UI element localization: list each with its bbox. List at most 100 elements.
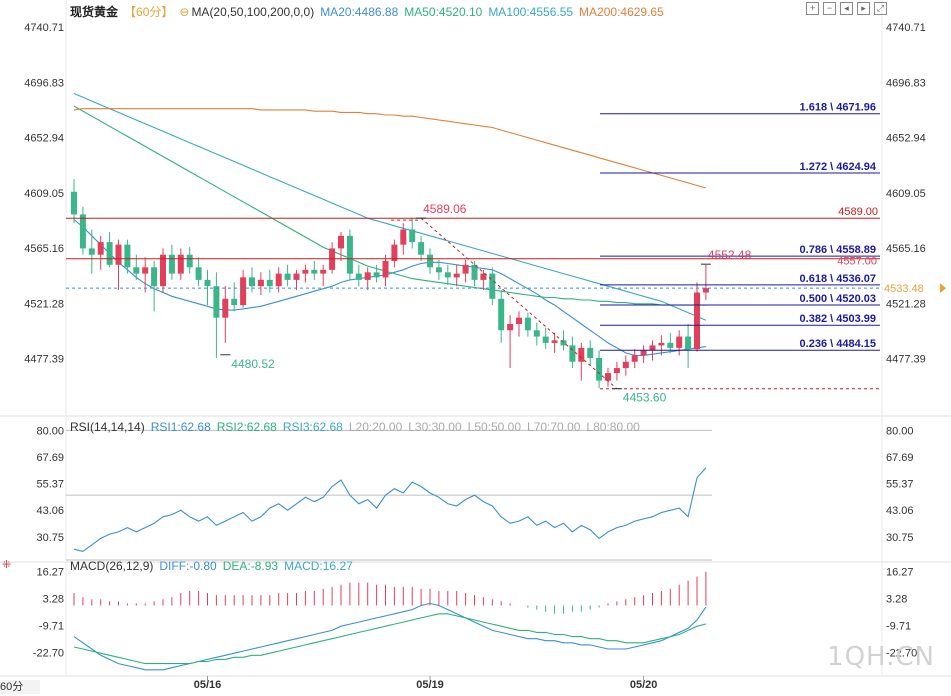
candle-body [240, 277, 247, 306]
ma50-value: MA50:4520.10 [404, 5, 483, 19]
candle-body [124, 244, 131, 268]
annotation-2: 4453.60 [623, 391, 667, 405]
macd-tick-right-2: -9.71 [886, 621, 911, 633]
rsi-tick-right-1: 67.69 [886, 452, 914, 464]
scroll-right-icon[interactable]: ▸ [857, 2, 870, 15]
candle-body [177, 254, 184, 274]
candle-body [569, 345, 576, 362]
ma-line-ma50 [73, 105, 706, 306]
period-tag[interactable]: 【60分】 [124, 5, 174, 19]
price-tick-right-1: 4696.83 [886, 77, 926, 89]
indicator-settings-icon[interactable]: ⁜ [2, 559, 12, 571]
candle-body [560, 340, 567, 346]
candle-body [667, 342, 674, 348]
candle-body [320, 269, 327, 274]
fib-label-0.618: 0.618 \ 4536.07 [800, 273, 876, 285]
macd-line-diff [73, 602, 707, 671]
candle-body [516, 317, 522, 324]
candle-body [266, 279, 273, 287]
candle-body [249, 277, 255, 287]
candle-body [596, 357, 603, 381]
candle-body [195, 267, 202, 280]
fib-label-0.500: 0.500 \ 4520.03 [800, 293, 876, 305]
symbol-name[interactable]: 现货黄金 [70, 5, 119, 19]
watermark: 1QH.CN [827, 642, 935, 672]
candle-body [587, 347, 594, 358]
candle-body [346, 235, 353, 274]
rsi-tick-left-1: 67.69 [36, 452, 64, 464]
rsi-tick-right-0: 80.00 [886, 425, 914, 437]
macd-header: MACD(26,12,9) DIFF:-0.80 DEA:-8.93 MACD:16.… [70, 558, 359, 574]
candle-body [658, 342, 665, 346]
candle-body [507, 323, 514, 331]
candle-body [97, 242, 104, 255]
candle-body [631, 355, 638, 362]
price-tick-left-2: 4652.94 [24, 133, 64, 145]
price-tick-right-3: 4609.05 [886, 188, 926, 200]
ma200-value: MA200:4629.65 [579, 5, 664, 19]
candle-body [257, 279, 264, 287]
candle-body [115, 244, 122, 265]
candle-body [622, 361, 629, 369]
zoom-out-icon[interactable]: − [823, 2, 836, 15]
price-tick-right-0: 4740.71 [886, 22, 926, 34]
fib-label-0.382: 0.382 \ 4503.99 [800, 313, 876, 325]
candle-body [151, 267, 158, 287]
rsi-tick-right-2: 55.37 [886, 479, 914, 491]
candle-body [373, 272, 380, 278]
candle-body [578, 347, 585, 362]
candle-body [275, 273, 282, 287]
price-tick-right-5: 4521.28 [886, 298, 926, 310]
price-tick-right-6: 4477.39 [886, 354, 926, 366]
price-tick-left-6: 4477.39 [24, 354, 64, 366]
rsi3-value: RSI3:62.68 [282, 420, 343, 434]
rsi1-value: RSI1:62.68 [150, 420, 211, 434]
diff-value: DIFF:-0.80 [159, 559, 217, 573]
candle-body [542, 336, 549, 343]
price-tick-right-4: 4565.16 [886, 243, 926, 255]
fullscreen-icon[interactable]: ⤢ [874, 2, 887, 15]
macd-tick-left-2: -9.71 [39, 621, 64, 633]
candle-body [649, 345, 656, 351]
rsi-label[interactable]: RSI(14,14,14) [70, 420, 145, 434]
annotation-1: 4480.52 [231, 357, 275, 371]
ma-toggle-icon[interactable]: ⊖ [179, 5, 190, 19]
candle-body [338, 235, 344, 249]
chart-toolbar: + − ◂ ▸ ⤢ [806, 2, 887, 15]
candle-body [71, 191, 77, 215]
price-tick-right-2: 4652.94 [886, 133, 926, 145]
swing-trend-line [420, 217, 618, 390]
candle-body [551, 340, 558, 343]
price-tick-left-3: 4609.05 [24, 188, 64, 200]
scroll-left-icon[interactable]: ◂ [840, 2, 853, 15]
l80-value: L80:80.00 [586, 420, 640, 434]
candle-body [88, 248, 95, 255]
candle-body [613, 368, 620, 374]
macd-tick-right-3: -22.70 [886, 648, 917, 660]
candle-body [293, 273, 300, 280]
candle-body [694, 292, 700, 350]
candle-body [364, 272, 371, 280]
macd-tick-left-1: 3.28 [43, 594, 64, 606]
dea-value: DEA:-8.93 [222, 559, 279, 573]
ma100-value: MA100:4556.55 [488, 5, 574, 19]
candle-body [435, 267, 442, 273]
l50-value: L50:50.00 [467, 420, 522, 434]
ma20-value: MA20:4486.88 [320, 5, 399, 19]
candle-body [409, 229, 416, 243]
period-selector[interactable]: 60分 [0, 680, 40, 694]
l70-value: L70:70.00 [527, 420, 581, 434]
macd-line-dea [73, 613, 707, 665]
rsi-header: RSI(14,14,14) RSI1:62.68 RSI2:62.68 RSI3:62… [70, 419, 646, 435]
fib-label-1.272: 1.272 \ 4624.94 [800, 161, 877, 173]
current-price-arrow-icon [940, 283, 946, 294]
candle-body [160, 254, 166, 287]
rsi-tick-left-2: 55.37 [36, 479, 64, 491]
macd-label[interactable]: MACD(26,12,9) [70, 559, 154, 573]
zoom-in-icon[interactable]: + [806, 2, 819, 15]
candle-body [489, 273, 496, 299]
current-price-label: 4533.48 [884, 283, 924, 295]
price-tick-left-4: 4565.16 [24, 243, 64, 255]
